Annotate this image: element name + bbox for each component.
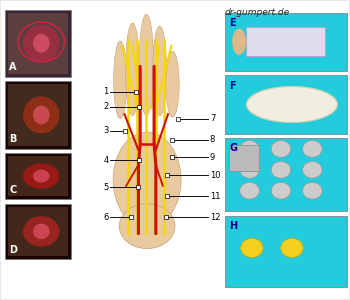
Circle shape [271,161,291,178]
Ellipse shape [232,29,246,55]
Circle shape [240,161,259,178]
Text: 7: 7 [210,114,215,123]
Bar [5,153,71,199]
Text: D: D [9,244,17,254]
Text: H: H [229,221,238,231]
Bar [225,75,346,134]
Text: 6: 6 [103,213,109,222]
Circle shape [303,161,322,178]
Text: A: A [9,62,16,72]
Text: dr-gumpert.de: dr-gumpert.de [224,8,289,17]
Ellipse shape [23,25,60,62]
Bar [225,13,346,71]
Text: 1: 1 [104,87,109,96]
Text: 8: 8 [210,135,215,144]
Text: 3: 3 [103,126,109,135]
Circle shape [303,141,322,157]
Text: 11: 11 [210,192,220,201]
Ellipse shape [126,23,139,116]
Ellipse shape [23,96,60,134]
Ellipse shape [33,106,50,124]
Ellipse shape [23,164,60,189]
Circle shape [271,141,291,157]
Text: 12: 12 [210,213,220,222]
Circle shape [281,238,303,257]
Text: 4: 4 [104,156,109,165]
Circle shape [303,182,322,199]
Bar [8,84,68,146]
Text: E: E [229,18,236,28]
Ellipse shape [153,26,167,116]
Text: 10: 10 [210,171,220,180]
Bar [74,10,220,275]
Ellipse shape [139,14,154,116]
Ellipse shape [33,34,50,53]
Text: G: G [229,143,237,153]
Ellipse shape [33,224,50,239]
Circle shape [271,182,291,199]
Bar [229,146,259,171]
Circle shape [240,182,259,199]
Ellipse shape [246,86,337,122]
Circle shape [240,141,259,157]
Ellipse shape [33,169,50,183]
Bar [5,10,71,77]
Text: B: B [9,134,16,144]
Bar [5,81,71,148]
Ellipse shape [113,132,181,228]
Bar [225,216,346,287]
Text: 5: 5 [104,183,109,192]
Ellipse shape [119,204,175,248]
Bar [8,13,68,74]
Text: 9: 9 [210,153,215,162]
Text: F: F [229,81,236,91]
Bar [5,204,71,259]
Circle shape [241,238,263,257]
Text: 2: 2 [104,102,109,111]
Ellipse shape [23,216,60,247]
Bar [8,207,68,256]
Ellipse shape [166,52,179,117]
Text: C: C [9,185,16,195]
Bar [225,138,346,211]
Bar [246,27,325,56]
Ellipse shape [114,41,127,118]
Bar [8,156,68,196]
